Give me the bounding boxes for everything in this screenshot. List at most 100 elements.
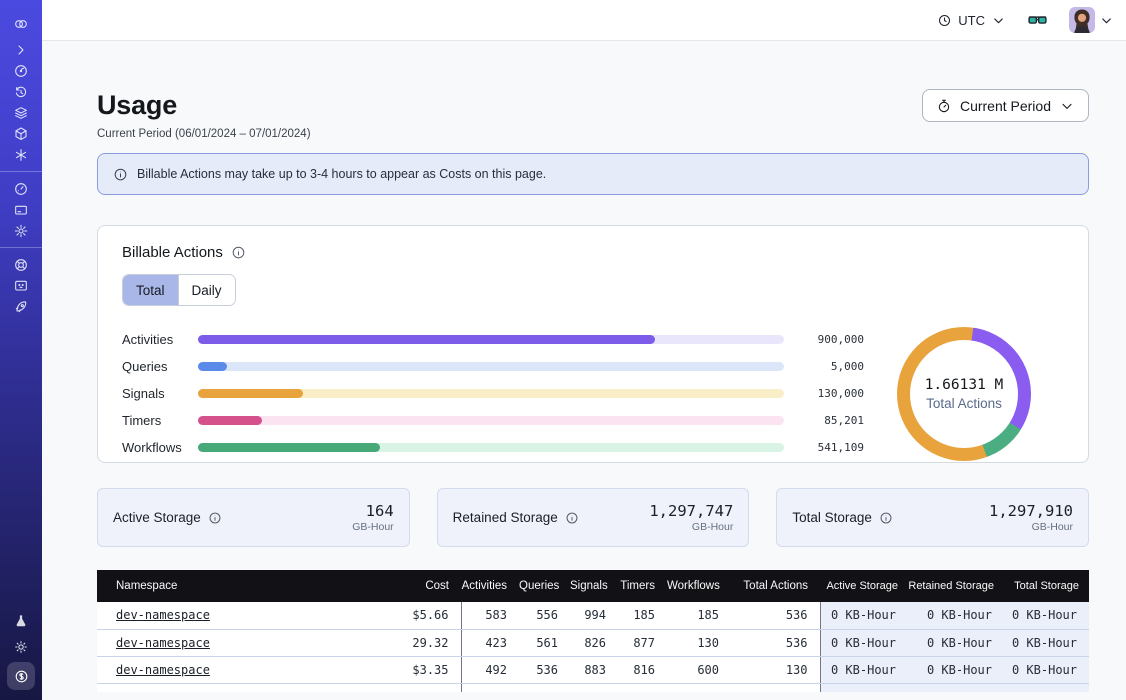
- layers-icon[interactable]: [0, 102, 42, 123]
- avatar: [1069, 7, 1095, 33]
- bar-fill: [198, 389, 303, 398]
- col-queries: Queries: [519, 570, 570, 602]
- sidebar-divider: [0, 247, 42, 248]
- chart-row-label: Queries: [122, 359, 198, 374]
- cell-signals: 826: [570, 629, 618, 656]
- cell-retained-storage: 0 KB-Hour: [908, 602, 1004, 629]
- cell-workflows: 185: [667, 602, 731, 629]
- page-subtitle: Current Period (06/01/2024 – 07/01/2024): [97, 128, 311, 140]
- cell-timers: 877: [618, 629, 667, 656]
- cell-timers: 185: [618, 602, 667, 629]
- sun-icon[interactable]: [0, 636, 42, 657]
- cell-retained-storage: 0 KB-Hour: [908, 656, 1004, 683]
- info-icon: [113, 167, 128, 182]
- storage-card-value: 164: [352, 502, 393, 520]
- bar-fill: [198, 362, 227, 371]
- lifebuoy-icon[interactable]: [0, 254, 42, 275]
- chevron-down-icon: [1059, 98, 1075, 114]
- cell-total-actions: 130: [731, 656, 820, 683]
- topbar: UTC: [42, 0, 1126, 41]
- billable-actions-chart: Activities 900,000 Queries 5,000 Signals…: [122, 326, 1064, 461]
- info-icon[interactable]: [208, 511, 222, 525]
- storage-card-value: 1,297,747: [649, 502, 733, 520]
- rocket-icon[interactable]: [0, 296, 42, 317]
- bar-track: [198, 389, 784, 398]
- storage-card-unit: GB-Hour: [352, 521, 393, 533]
- cell-cost: $5.66: [367, 602, 461, 629]
- tab-daily[interactable]: Daily: [178, 275, 235, 305]
- history-clock-icon[interactable]: [0, 81, 42, 102]
- cell-signals: 994: [570, 602, 618, 629]
- timezone-selector[interactable]: UTC: [937, 13, 1006, 28]
- asterisk-icon[interactable]: [0, 144, 42, 165]
- info-banner: Billable Actions may take up to 3-4 hour…: [97, 153, 1089, 195]
- table-row-partial: [97, 683, 1089, 692]
- gear-icon[interactable]: [0, 220, 42, 241]
- storage-card-unit: GB-Hour: [989, 521, 1073, 533]
- storage-card-label: Total Storage: [792, 510, 872, 525]
- flask-icon[interactable]: [0, 610, 42, 631]
- col-total-actions: Total Actions: [731, 570, 820, 602]
- main-area: UTC Usage Current Period (06/01/2024 – 0…: [42, 0, 1126, 700]
- storage-card-label: Retained Storage: [453, 510, 558, 525]
- cell-signals: 883: [570, 656, 618, 683]
- chevron-down-icon: [1099, 13, 1114, 28]
- cell-active-storage: 0 KB-Hour: [820, 629, 908, 656]
- cell-activities: 583: [461, 602, 519, 629]
- col-timers: Timers: [618, 570, 667, 602]
- monitor-face-icon[interactable]: [0, 275, 42, 296]
- chart-row: Timers 85,201: [122, 407, 864, 434]
- namespace-link[interactable]: dev-namespace: [116, 636, 210, 650]
- clock-icon: [937, 13, 952, 28]
- chevron-down-icon: [991, 13, 1006, 28]
- storage-card-value: 1,297,910: [989, 502, 1073, 520]
- namespace-link[interactable]: dev-namespace: [116, 608, 210, 622]
- chart-row-value: 130,000: [800, 387, 864, 400]
- cell-queries: 556: [519, 602, 570, 629]
- glasses-icon[interactable]: [1026, 9, 1049, 32]
- donut-total-value: 1.66131 M: [925, 377, 1004, 393]
- col-retained-storage: Retained Storage: [908, 570, 1004, 602]
- bar-fill: [198, 335, 655, 344]
- bar-track: [198, 416, 784, 425]
- billable-tabs: Total Daily: [122, 274, 236, 306]
- spiral-icon[interactable]: [0, 60, 42, 81]
- cell-active-storage: 0 KB-Hour: [820, 602, 908, 629]
- info-icon[interactable]: [879, 511, 893, 525]
- cell-queries: 561: [519, 629, 570, 656]
- period-dropdown-label: Current Period: [960, 98, 1051, 114]
- cube-icon[interactable]: [0, 123, 42, 144]
- table-row: dev-namespace 29.32 423 561 826 877 130 …: [97, 629, 1089, 656]
- period-dropdown-button[interactable]: Current Period: [922, 89, 1089, 122]
- dollar-coin-icon[interactable]: [7, 662, 35, 690]
- chevron-right-icon[interactable]: [0, 39, 42, 60]
- credit-card-icon[interactable]: [0, 199, 42, 220]
- chart-row: Activities 900,000: [122, 326, 864, 353]
- col-signals: Signals: [570, 570, 618, 602]
- cell-workflows: 600: [667, 656, 731, 683]
- tab-total[interactable]: Total: [123, 275, 178, 305]
- cell-total-actions: 536: [731, 602, 820, 629]
- account-menu[interactable]: [1069, 7, 1114, 33]
- chart-row-label: Timers: [122, 413, 198, 428]
- gauge-icon[interactable]: [0, 178, 42, 199]
- storage-summary-row: Active Storage 164 GB-Hour Retained Stor…: [97, 488, 1089, 547]
- chart-row: Workflows 541,109: [122, 434, 864, 461]
- table-header-row: Namespace Cost Activities Queries Signal…: [97, 570, 1089, 602]
- info-icon[interactable]: [565, 511, 579, 525]
- temporal-logo-icon[interactable]: [0, 12, 42, 36]
- cell-activities: 492: [461, 656, 519, 683]
- namespace-link[interactable]: dev-namespace: [116, 663, 210, 677]
- chart-row-label: Activities: [122, 332, 198, 347]
- info-icon[interactable]: [231, 245, 246, 260]
- timezone-label: UTC: [958, 13, 985, 28]
- storage-card-label: Active Storage: [113, 510, 201, 525]
- info-banner-text: Billable Actions may take up to 3-4 hour…: [137, 167, 546, 181]
- bar-fill: [198, 416, 262, 425]
- cell-total-storage: 0 KB-Hour: [1004, 656, 1089, 683]
- col-activities: Activities: [461, 570, 519, 602]
- total-actions-donut: 1.66131 M Total Actions: [897, 327, 1031, 461]
- namespace-usage-table: Namespace Cost Activities Queries Signal…: [97, 570, 1089, 692]
- col-cost: Cost: [367, 570, 461, 602]
- cell-cost: $3.35: [367, 656, 461, 683]
